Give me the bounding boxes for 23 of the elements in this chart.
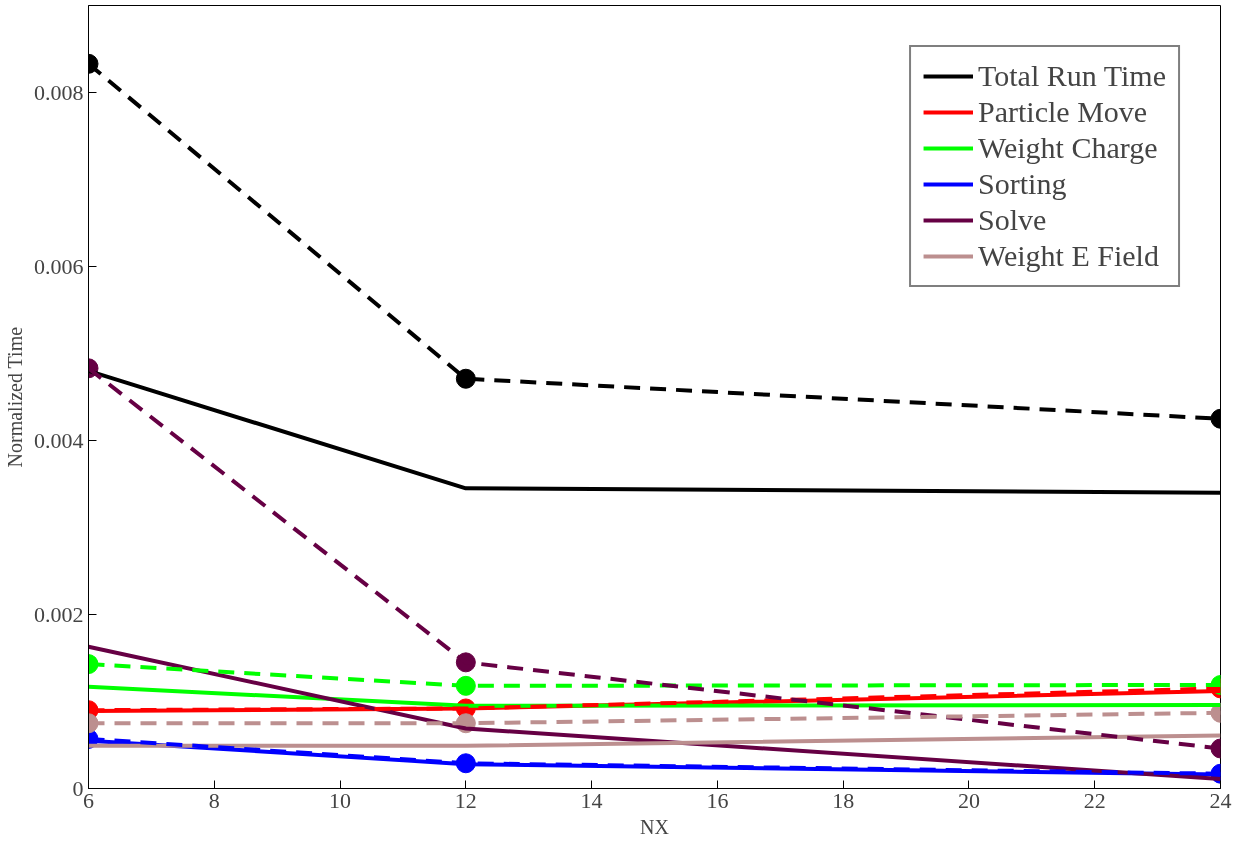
y-tick-label: 0.006	[34, 253, 84, 279]
x-tick-label: 6	[83, 787, 94, 813]
x-tick-label: 8	[208, 787, 220, 813]
x-axis-title: NX	[640, 815, 670, 838]
y-tick-label: 0.002	[34, 601, 84, 627]
x-tick-label: 14	[580, 787, 603, 813]
legend-label: Solve	[978, 203, 1047, 237]
y-axis-title: Normalized Time	[4, 326, 26, 468]
y-tick-label: 0	[72, 775, 84, 801]
x-tick-label: 24	[1209, 787, 1232, 813]
x-tick-label: 18	[832, 787, 855, 813]
x-tick-label: 20	[957, 787, 980, 813]
legend-label: Weight Charge	[978, 131, 1158, 165]
legend-label: Weight E Field	[978, 239, 1159, 273]
x-tick-label: 10	[329, 787, 352, 813]
legend-label: Sorting	[978, 167, 1067, 201]
x-tick-label: 12	[454, 787, 477, 813]
legend-label: Total Run Time	[978, 59, 1166, 93]
x-tick-label: 16	[706, 787, 729, 813]
legend-label: Particle Move	[978, 95, 1148, 129]
y-tick-label: 0.008	[34, 79, 84, 105]
y-tick-label: 0.004	[34, 427, 84, 453]
x-tick-label: 22	[1083, 787, 1106, 813]
